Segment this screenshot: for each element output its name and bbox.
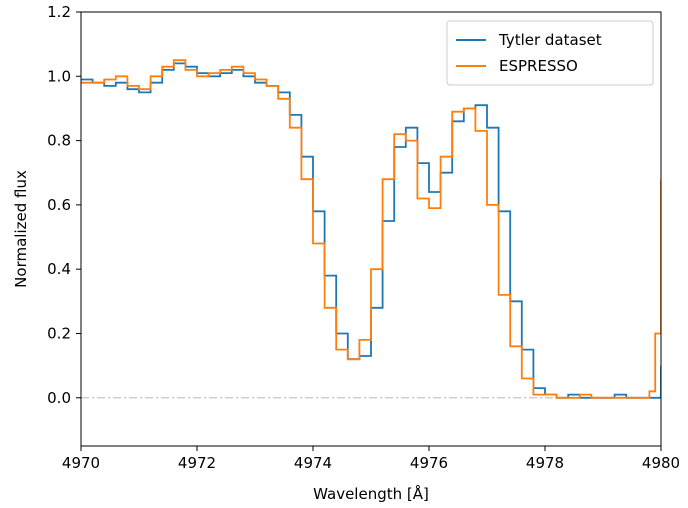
x-tick-label: 4978	[526, 454, 564, 472]
x-tick-label: 4974	[294, 454, 332, 472]
y-axis-label: Normalized flux	[12, 170, 30, 288]
x-axis-label: Wavelength [Å]	[313, 484, 429, 503]
legend: Tytler dataset ESPRESSO	[446, 20, 654, 86]
plot-area	[81, 59, 661, 399]
y-tick-label: 0.4	[47, 260, 71, 278]
x-tick-label: 4980	[642, 454, 680, 472]
x-tick-label: 4970	[62, 454, 100, 472]
plot-frame	[80, 11, 662, 447]
legend-entry: Tytler dataset	[498, 31, 602, 49]
axes: 4970 4972 4974 4976 4978 4980 0.0 0.2 0.4 0.6 0.8 1…	[47, 3, 680, 472]
y-tick-label: 1.2	[47, 3, 71, 21]
y-tick-label: 0.6	[47, 196, 71, 214]
y-tick-label: 0.0	[47, 389, 71, 407]
x-tick-label: 4972	[178, 454, 216, 472]
legend-box	[446, 20, 654, 86]
y-tick-label: 1.0	[47, 67, 71, 85]
series-line-1	[81, 62, 661, 399]
y-tick-label: 0.8	[47, 132, 71, 150]
legend-entry: ESPRESSO	[499, 57, 578, 75]
x-tick-label: 4976	[410, 454, 448, 472]
series-line-2	[81, 59, 661, 399]
y-tick-label: 0.2	[47, 324, 71, 342]
